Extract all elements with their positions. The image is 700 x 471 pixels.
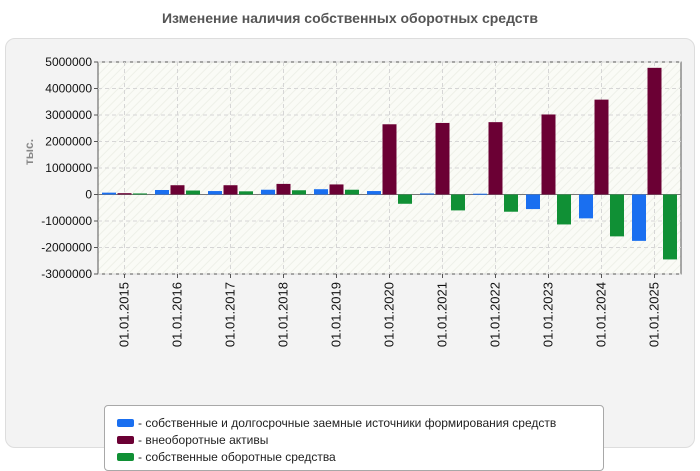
y-tick-label: 3000000 [45, 108, 92, 122]
y-tick-label: -1000000 [41, 214, 92, 228]
x-tick-label: 01.01.2015 [117, 282, 132, 347]
x-tick-label: 01.01.2022 [488, 282, 503, 347]
bar-sources [473, 193, 487, 195]
bar-working-capital [186, 190, 200, 195]
bar-working-capital [504, 194, 518, 212]
x-tick-label: 01.01.2021 [435, 282, 450, 347]
legend-swatch [117, 452, 134, 461]
bar-working-capital [451, 194, 465, 211]
y-tick-label: 5000000 [45, 55, 92, 69]
x-tick-label: 01.01.2024 [594, 282, 609, 347]
bar-working-capital [398, 194, 412, 204]
legend-swatch [117, 435, 134, 444]
legend-label: - внеоборотные активы [138, 432, 269, 447]
bar-sources [526, 194, 540, 210]
chart-title: Изменение наличия собственных оборотных … [161, 10, 539, 26]
y-tick-label: 4000000 [45, 82, 92, 96]
legend-item: - внеоборотные активы [105, 431, 603, 448]
x-axis: 01.01.2015 01.01.2016 01.01.2017 01.01.2018… [117, 274, 662, 347]
y-tick-label: -3000000 [41, 267, 92, 281]
bar-working-capital [292, 190, 306, 195]
x-tick-label: 01.01.2018 [276, 282, 291, 347]
y-axis-label: тыс. [22, 139, 36, 165]
bar-sources [208, 191, 222, 195]
x-tick-label: 01.01.2019 [329, 282, 344, 347]
bar-working-capital [610, 194, 624, 237]
bar-noncurrent-assets [170, 185, 185, 195]
x-tick-label: 01.01.2023 [541, 282, 556, 347]
x-tick-label: 01.01.2017 [223, 282, 238, 347]
legend-label: - собственные и долгосрочные заемные ист… [138, 415, 557, 430]
y-axis: 5000000 4000000 3000000 2000000 1000000 0 -100… [41, 55, 98, 281]
y-tick-label: 1000000 [45, 161, 92, 175]
x-tick-label: 01.01.2016 [170, 282, 185, 347]
x-tick-label: 01.01.2020 [382, 282, 397, 347]
legend-item: - собственные и долгосрочные заемные ист… [105, 414, 603, 431]
chart-svg: 5000000 4000000 3000000 2000000 1000000 0 -100… [22, 55, 682, 347]
bar-sources [314, 189, 328, 195]
bar-noncurrent-assets [117, 193, 132, 195]
bar-working-capital [345, 189, 359, 195]
bar-sources [579, 194, 593, 219]
legend: - собственные и долгосрочные заемные ист… [104, 405, 604, 471]
bar-noncurrent-assets [435, 122, 450, 195]
bar-sources [420, 193, 434, 195]
bar-noncurrent-assets [488, 122, 503, 195]
bar-sources [632, 194, 646, 241]
bar-working-capital [133, 193, 147, 195]
bar-sources [155, 189, 169, 195]
bar-noncurrent-assets [329, 184, 344, 195]
x-tick-label: 01.01.2025 [647, 282, 662, 347]
bar-working-capital [557, 194, 571, 225]
chart-panel: 5000000 4000000 3000000 2000000 1000000 0 -100… [5, 38, 695, 471]
bar-noncurrent-assets [541, 114, 556, 195]
bar-sources [102, 192, 116, 195]
legend-swatch [117, 418, 134, 427]
bar-sources [261, 189, 275, 195]
bar-noncurrent-assets [594, 99, 609, 195]
y-tick-label: 2000000 [45, 135, 92, 149]
bar-working-capital [663, 194, 677, 260]
legend-label: - собственные оборотные средства [138, 449, 336, 464]
bar-noncurrent-assets [647, 67, 662, 195]
bars [102, 67, 677, 260]
bar-noncurrent-assets [382, 124, 397, 195]
y-tick-label: -2000000 [41, 241, 92, 255]
bar-working-capital [239, 191, 253, 195]
bar-noncurrent-assets [276, 183, 291, 195]
legend-item: - собственные оборотные средства [105, 448, 603, 465]
bar-sources [367, 191, 381, 195]
bar-noncurrent-assets [223, 185, 238, 195]
y-tick-label: 0 [85, 188, 92, 202]
